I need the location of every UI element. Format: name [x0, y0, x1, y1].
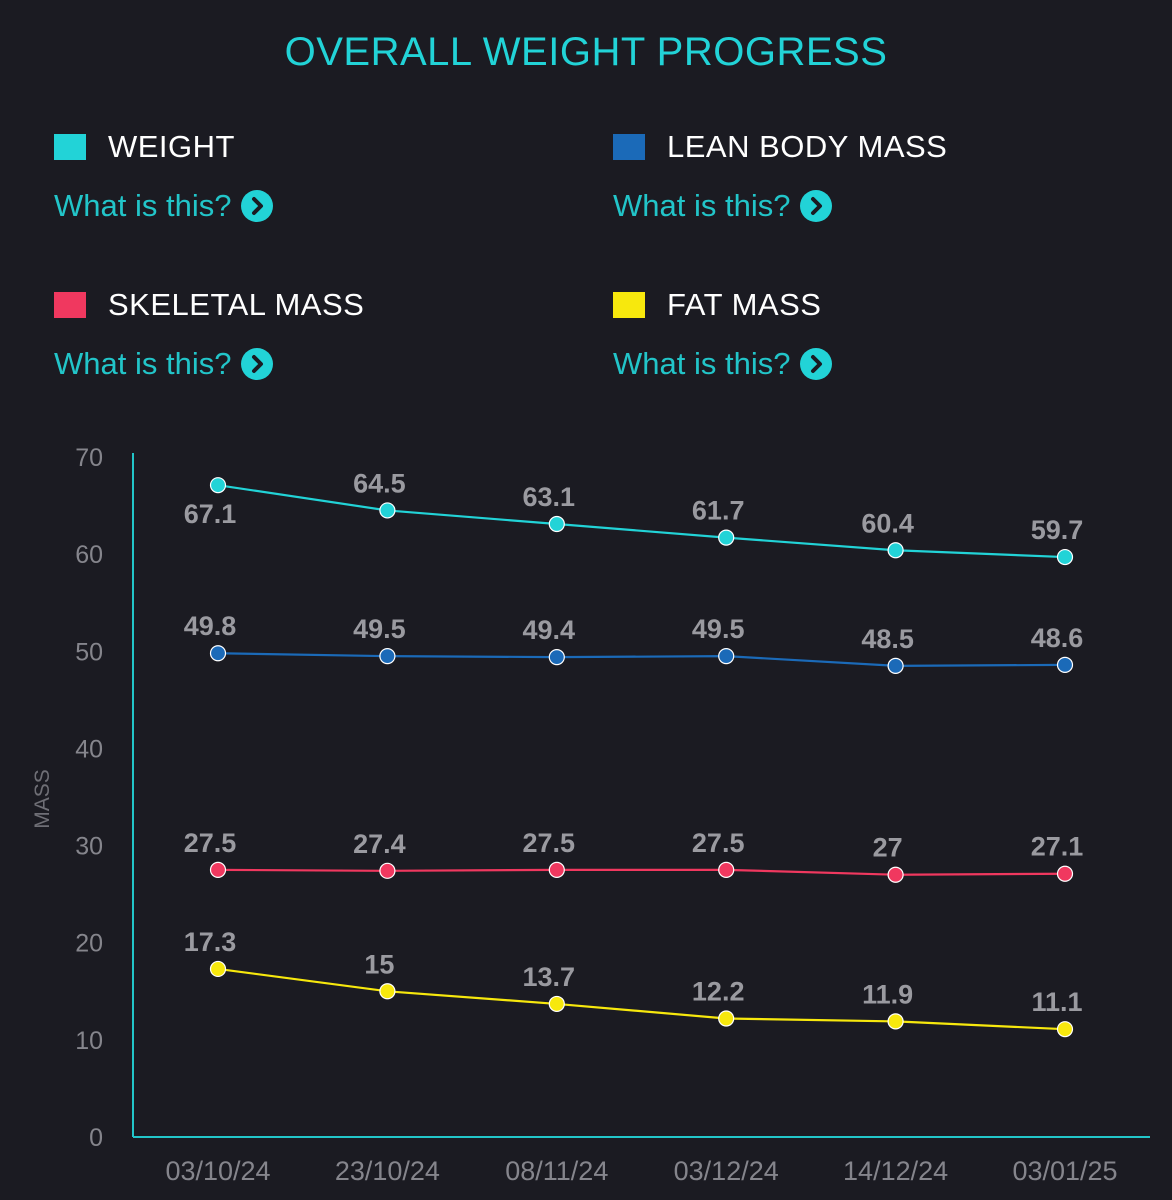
x-tick-label: 23/10/24 [335, 1156, 440, 1186]
series-line-0 [217, 484, 1066, 559]
chevron-right-icon [241, 189, 274, 222]
data-label: 17.3 [184, 927, 237, 957]
legend-item-skeletal-mass: SKELETAL MASS What is this? [54, 284, 534, 394]
data-label: 49.5 [353, 614, 406, 644]
link-text: What is this? [613, 187, 791, 223]
page-title: OVERALL WEIGHT PROGRESS [284, 30, 888, 74]
data-label: 60.4 [861, 508, 914, 538]
chevron-right-icon [800, 347, 833, 380]
legend-item-weight: WEIGHT What is this? [54, 126, 534, 236]
data-point [209, 960, 227, 978]
data-label: 27 [873, 833, 903, 863]
x-tick-label: 03/01/25 [1012, 1156, 1117, 1186]
legend-swatch-lean-body-mass [613, 134, 645, 160]
y-tick-label: 20 [75, 930, 103, 958]
x-tick-label: 03/10/24 [165, 1156, 270, 1186]
x-tick-label: 08/11/24 [505, 1156, 608, 1186]
what-is-this-link-weight[interactable]: What is this? [54, 182, 274, 228]
link-text: What is this? [613, 345, 791, 381]
data-point [887, 542, 904, 559]
what-is-this-link-skeletal-mass[interactable]: What is this? [54, 340, 274, 386]
y-tick-label: 30 [75, 833, 103, 861]
series-line-2 [217, 868, 1066, 876]
data-label: 11.1 [1031, 987, 1082, 1017]
data-point [209, 645, 227, 662]
line-chart: 0 10 20 30 40 50 60 70 MASS 03/10/24 23/10/24 08/11… [31, 444, 1150, 1186]
data-label: 27.5 [184, 828, 237, 858]
data-point [887, 1013, 904, 1030]
data-point [887, 657, 904, 674]
x-tick-label: 14/12/24 [843, 1156, 948, 1186]
data-label: 27.5 [523, 828, 576, 858]
y-tick-label: 50 [75, 638, 103, 666]
legend-item-lean-body-mass: LEAN BODY MASS What is this? [613, 126, 1093, 236]
series-line-3 [217, 967, 1066, 1031]
what-is-this-link-fat-mass[interactable]: What is this? [613, 340, 833, 386]
y-tick-label: 0 [89, 1124, 103, 1152]
data-label: 61.7 [692, 496, 745, 526]
legend-swatch-fat-mass [613, 292, 645, 318]
y-tick-label: 70 [75, 444, 103, 472]
data-label: 11.9 [862, 979, 913, 1009]
chevron-right-icon [800, 189, 833, 222]
data-point [379, 502, 396, 519]
data-point [718, 1010, 735, 1027]
data-label: 27.5 [692, 828, 745, 858]
y-tick-label: 10 [75, 1027, 103, 1055]
legend-swatch-skeletal-mass [54, 292, 86, 318]
data-label: 63.1 [523, 482, 576, 512]
data-label: 48.6 [1031, 623, 1084, 653]
data-point [1056, 865, 1074, 882]
link-text: What is this? [54, 187, 232, 223]
data-label: 49.5 [692, 614, 745, 644]
x-tick-label: 03/12/24 [674, 1156, 779, 1186]
data-point [718, 648, 735, 665]
data-label: 27.1 [1031, 832, 1084, 862]
data-label: 49.8 [184, 611, 237, 641]
data-point [1056, 548, 1074, 566]
chevron-right-icon [241, 347, 274, 380]
data-label: 12.2 [692, 976, 745, 1006]
data-point [887, 866, 904, 883]
data-label: 59.7 [1031, 515, 1084, 545]
data-point [379, 648, 396, 665]
link-text: What is this? [54, 345, 232, 381]
data-point [209, 477, 227, 494]
data-label: 15 [364, 949, 394, 979]
legend-label-lean-body-mass: LEAN BODY MASS [667, 129, 948, 164]
data-point [548, 649, 565, 666]
data-label: 67.1 [184, 499, 237, 529]
data-label: 48.5 [861, 624, 914, 654]
series-line-1 [217, 652, 1066, 667]
legend-swatch-weight [54, 134, 86, 160]
data-point [379, 983, 396, 1000]
data-point [548, 861, 565, 878]
data-point [379, 862, 396, 879]
data-label: 49.4 [523, 615, 576, 645]
data-point [1056, 656, 1074, 673]
what-is-this-link-lean-body-mass[interactable]: What is this? [613, 182, 833, 228]
data-label: 64.5 [353, 468, 406, 498]
legend-label-weight: WEIGHT [108, 129, 235, 164]
data-point [548, 515, 565, 533]
data-point [209, 861, 227, 878]
data-point [718, 861, 735, 878]
data-point [548, 995, 565, 1013]
data-label: 13.7 [523, 962, 576, 992]
data-label: 27.4 [353, 829, 406, 859]
legend-label-fat-mass: FAT MASS [667, 287, 822, 322]
y-tick-label: 60 [75, 541, 103, 569]
data-point [1056, 1021, 1074, 1038]
y-tick-label: 40 [75, 735, 103, 763]
legend-label-skeletal-mass: SKELETAL MASS [108, 287, 365, 322]
legend-item-fat-mass: FAT MASS What is this? [613, 284, 1093, 394]
y-axis-label: MASS [31, 769, 54, 829]
data-point [718, 529, 735, 546]
